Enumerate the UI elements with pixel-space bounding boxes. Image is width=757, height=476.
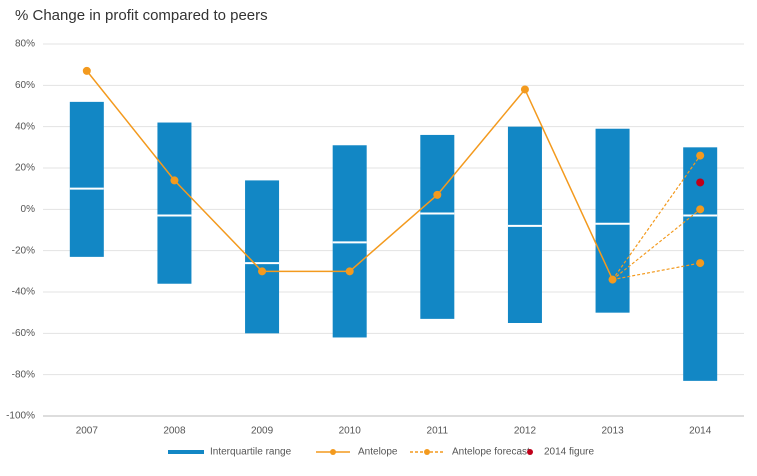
legend-swatch xyxy=(330,449,336,455)
chart-title: % Change in profit compared to peers xyxy=(15,7,268,24)
x-tick-label: 2013 xyxy=(601,426,624,437)
y-tick-label: -60% xyxy=(12,328,35,339)
antelope-point xyxy=(258,267,267,276)
range-bar xyxy=(595,128,630,313)
y-tick-label: -100% xyxy=(6,411,35,422)
x-tick-label: 2010 xyxy=(339,426,362,437)
forecast-line xyxy=(612,155,701,280)
antelope-point xyxy=(170,176,179,185)
antelope-point xyxy=(82,66,91,75)
range-bar xyxy=(420,134,455,319)
range-bar xyxy=(69,101,104,257)
legend-label: Interquartile range xyxy=(210,447,292,458)
x-tick-label: 2008 xyxy=(163,426,186,437)
legend-swatch xyxy=(527,449,533,455)
y-tick-label: 0% xyxy=(21,204,36,215)
x-tick-label: 2012 xyxy=(514,426,537,437)
forecast-line xyxy=(612,208,701,281)
y-tick-label: -40% xyxy=(12,287,35,298)
legend-label: Antelope forecast xyxy=(452,447,530,458)
legend-label: 2014 figure xyxy=(544,447,594,458)
legend-swatch xyxy=(424,449,430,455)
y-tick-label: 80% xyxy=(15,39,35,50)
forecast-point xyxy=(696,259,705,268)
x-tick-label: 2007 xyxy=(76,426,99,437)
antelope-point xyxy=(608,275,617,284)
legend-label: Antelope xyxy=(358,447,398,458)
figure-point xyxy=(696,178,705,187)
y-tick-label: 20% xyxy=(15,163,35,174)
range-bar xyxy=(332,145,367,338)
antelope-point xyxy=(520,85,529,94)
y-tick-label: 40% xyxy=(15,121,35,132)
y-tick-label: 60% xyxy=(15,80,35,91)
antelope-point xyxy=(345,267,354,276)
range-bar xyxy=(157,122,192,284)
x-tick-label: 2014 xyxy=(689,426,712,437)
x-tick-label: 2009 xyxy=(251,426,274,437)
forecast-point xyxy=(696,205,705,214)
y-tick-label: -80% xyxy=(12,369,35,380)
antelope-point xyxy=(433,190,442,199)
range-bar xyxy=(245,180,280,334)
range-bar xyxy=(507,126,542,324)
y-tick-label: -20% xyxy=(12,245,35,256)
forecast-point xyxy=(696,151,705,160)
x-tick-label: 2011 xyxy=(427,426,449,437)
